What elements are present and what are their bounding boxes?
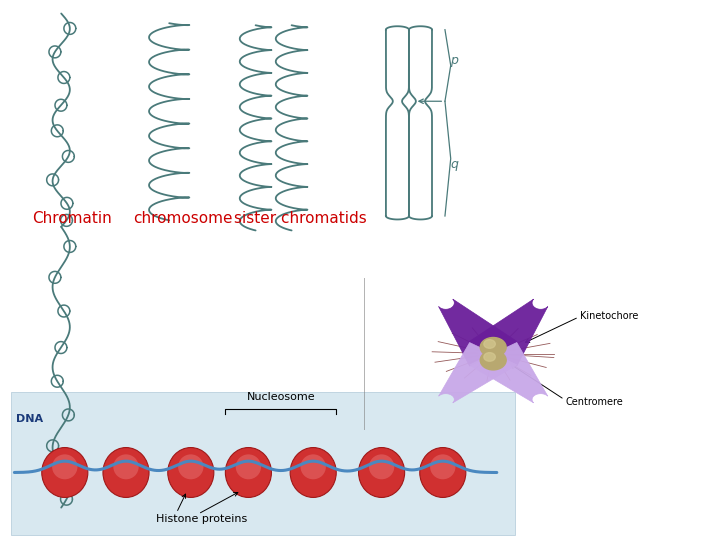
Ellipse shape — [178, 454, 204, 480]
Ellipse shape — [369, 454, 395, 480]
Circle shape — [484, 340, 495, 348]
Text: sister chromatids: sister chromatids — [234, 211, 366, 226]
Ellipse shape — [300, 454, 326, 480]
Ellipse shape — [430, 454, 456, 480]
Text: p: p — [450, 53, 458, 66]
Circle shape — [480, 338, 506, 357]
Text: chromosome: chromosome — [133, 211, 233, 226]
Ellipse shape — [290, 448, 336, 497]
Polygon shape — [438, 342, 517, 403]
Text: Nucleosome: Nucleosome — [246, 392, 315, 402]
Text: q: q — [450, 158, 458, 171]
Polygon shape — [469, 299, 548, 366]
Text: Chromatin: Chromatin — [32, 211, 112, 226]
Text: Histone proteins: Histone proteins — [156, 515, 247, 524]
Polygon shape — [469, 342, 548, 403]
Circle shape — [480, 350, 506, 370]
Ellipse shape — [225, 448, 271, 497]
Ellipse shape — [235, 454, 261, 480]
Ellipse shape — [420, 448, 466, 497]
Ellipse shape — [359, 448, 405, 497]
Ellipse shape — [42, 448, 88, 497]
Ellipse shape — [103, 448, 149, 497]
FancyBboxPatch shape — [11, 392, 515, 535]
Circle shape — [484, 353, 495, 361]
Ellipse shape — [168, 448, 214, 497]
Polygon shape — [438, 299, 517, 366]
Text: Centromere: Centromere — [565, 397, 623, 407]
Text: DNA: DNA — [16, 414, 43, 423]
Ellipse shape — [113, 454, 139, 480]
Text: Kinetochore: Kinetochore — [580, 311, 638, 321]
Ellipse shape — [52, 454, 78, 480]
